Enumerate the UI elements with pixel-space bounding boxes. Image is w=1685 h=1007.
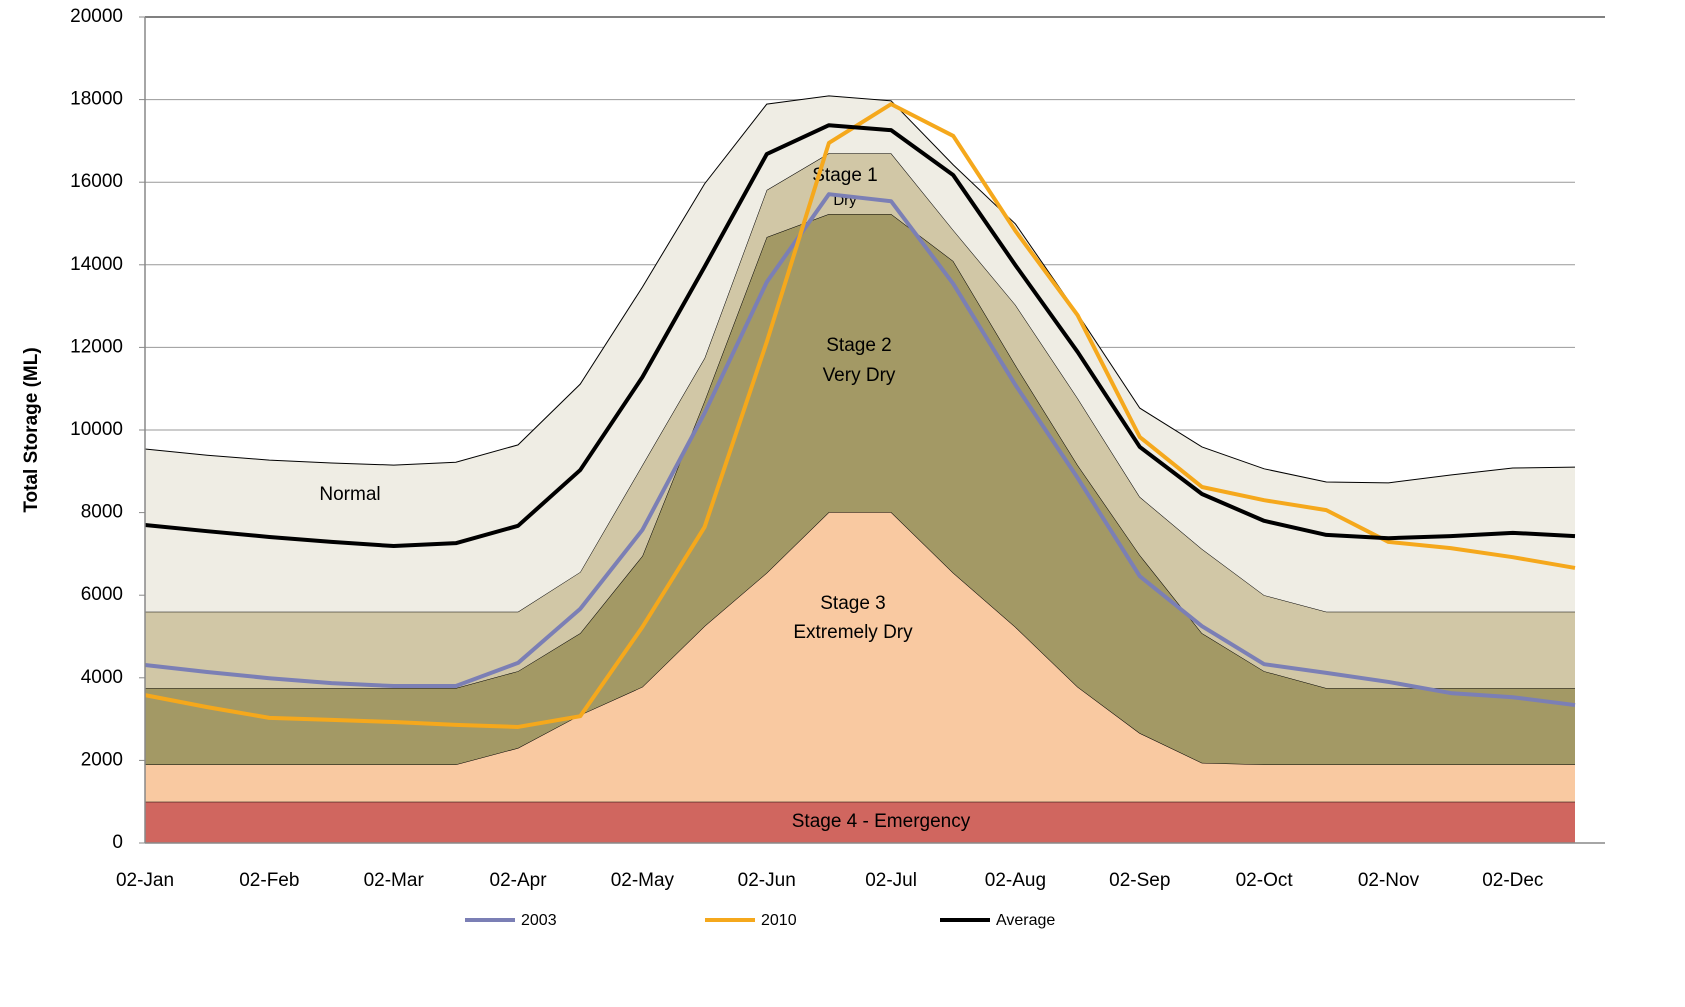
y-tick-label: 6000	[81, 584, 123, 605]
y-axis-title: Total Storage (ML)	[21, 347, 42, 512]
area-label: Stage 3	[820, 593, 886, 614]
y-tick-label: 4000	[81, 667, 123, 688]
x-tick-label: 02-Aug	[985, 870, 1046, 891]
stage-area	[145, 214, 1575, 765]
stage-area	[145, 801, 1575, 843]
x-tick-label: 02-Feb	[239, 870, 299, 891]
y-tick-label: 16000	[70, 171, 123, 192]
legend-text: 2003	[521, 912, 557, 929]
x-tick-label: 02-Oct	[1236, 870, 1294, 891]
x-tick-label: 02-May	[611, 870, 675, 891]
x-tick-label: 02-Jan	[116, 870, 174, 891]
y-tick-label: 14000	[70, 254, 123, 275]
x-tick-label: 02-Dec	[1482, 870, 1543, 891]
x-tick-label: 02-Jun	[738, 870, 796, 891]
area-label: Normal	[319, 484, 380, 505]
area-label: Very Dry	[823, 365, 896, 386]
y-tick-label: 18000	[70, 89, 123, 110]
y-tick-label: 8000	[81, 502, 123, 523]
series-line	[144, 123, 1576, 549]
x-tick-label: 02-Mar	[364, 870, 425, 891]
area-label: Extremely Dry	[793, 622, 913, 643]
x-tick-label: 02-Nov	[1358, 870, 1420, 891]
y-tick-label: 20000	[70, 6, 123, 27]
y-tick-label: 12000	[70, 336, 123, 357]
stage-area	[145, 95, 1575, 612]
x-tick-label: 02-Jul	[865, 870, 917, 891]
stage-boundary	[144, 95, 1576, 484]
series-line	[144, 192, 1576, 708]
stage-area	[145, 512, 1575, 802]
stage-area	[145, 153, 1575, 689]
x-tick-label: 02-Apr	[490, 870, 548, 891]
y-tick-label: 2000	[81, 749, 123, 770]
area-label: Stage 2	[826, 335, 892, 356]
legend-text: 2010	[761, 912, 797, 929]
y-tick-label: 0	[112, 832, 123, 853]
area-label: Stage 1	[812, 165, 878, 186]
legend-text: Average	[996, 912, 1055, 929]
x-tick-label: 02-Sep	[1109, 870, 1170, 891]
area-label: Stage 4 - Emergency	[792, 811, 971, 832]
series-line	[144, 102, 1576, 729]
y-tick-label: 10000	[70, 419, 123, 440]
